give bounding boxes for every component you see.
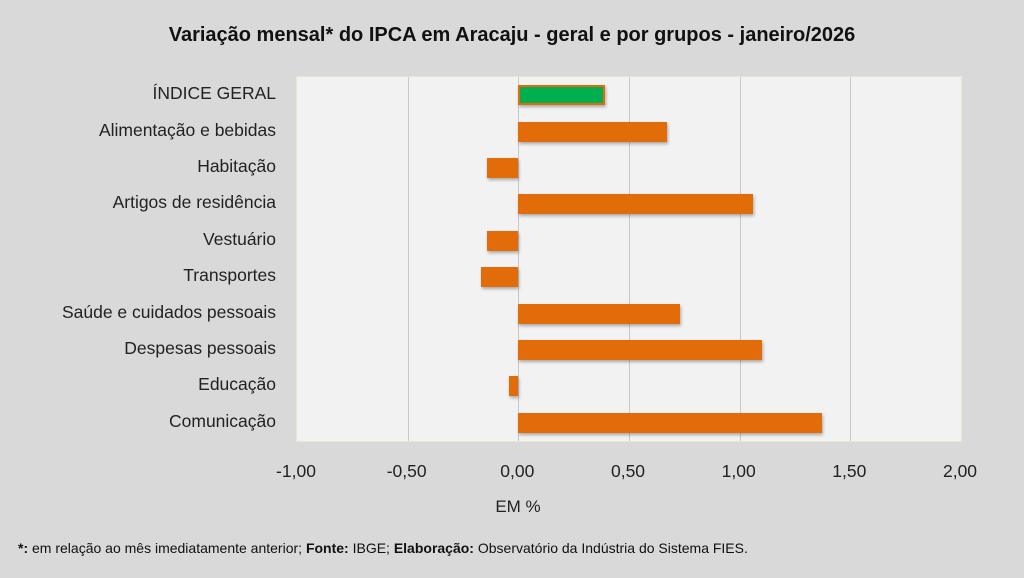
category-label: Comunicação xyxy=(169,410,276,431)
gridline xyxy=(407,77,409,441)
bar-7 xyxy=(518,340,762,360)
x-tick-label: 0,50 xyxy=(610,461,646,481)
bar-6 xyxy=(518,303,680,324)
gridline xyxy=(518,77,520,441)
bar-1 xyxy=(518,121,667,142)
category-label: Despesas pessoais xyxy=(124,338,276,358)
x-tick-label: 1,50 xyxy=(832,461,867,481)
x-tick-label: 2,00 xyxy=(942,461,978,481)
category-label: Alimentação e bebidas xyxy=(98,119,276,140)
bar-9 xyxy=(518,412,822,433)
footnote-star-label: *: xyxy=(18,540,29,556)
category-label: Artigos de residência xyxy=(112,192,276,213)
category-label: Habitação xyxy=(197,156,276,176)
footnote-source-label: Fonte: xyxy=(305,540,349,556)
x-axis-label: EM % xyxy=(495,497,541,516)
bar-3 xyxy=(518,194,753,215)
x-tick-label: -1,00 xyxy=(276,461,316,481)
footnote-star-text: em relação ao mês imediatamente anterior… xyxy=(28,540,306,556)
gridline xyxy=(629,77,630,441)
bar-8 xyxy=(509,376,519,397)
category-label: Saúde e cuidados pessoais xyxy=(61,301,276,322)
footnote-source-text: IBGE; xyxy=(348,540,394,556)
x-tick-label: 1,00 xyxy=(721,461,756,481)
bar-4 xyxy=(487,230,519,251)
footnote-elab-text: Observatório da Indústria do Sistema FIE… xyxy=(473,540,748,556)
gridline xyxy=(850,77,852,441)
x-tick-label: -0,50 xyxy=(386,461,427,481)
bar-5 xyxy=(480,267,519,288)
gridline xyxy=(739,77,741,441)
x-tick-label: 0,00 xyxy=(500,461,535,481)
plot-area xyxy=(296,76,962,442)
bar-2 xyxy=(487,158,519,178)
footnote: *: em relação ao mês imediatamente anter… xyxy=(18,540,748,556)
category-label: ÍNDICE GERAL xyxy=(152,83,277,104)
chart-title: Variação mensal* do IPCA em Aracaju - ge… xyxy=(168,24,856,46)
category-label: Vestuário xyxy=(203,228,276,249)
footnote-elab-label: Elaboração: xyxy=(393,540,474,556)
bar-0 xyxy=(518,85,605,106)
category-label: Educação xyxy=(198,374,276,395)
category-label: Transportes xyxy=(183,265,276,286)
